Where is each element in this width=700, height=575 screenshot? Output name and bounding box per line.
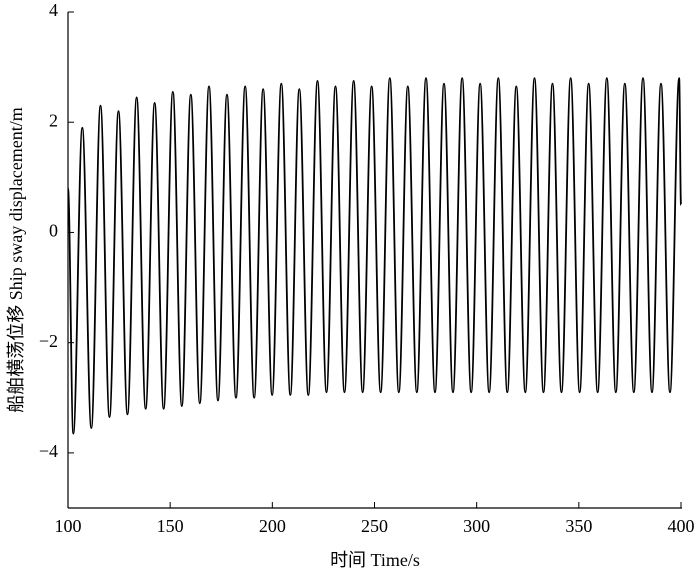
y-tick-label: −2 [39, 331, 58, 351]
x-tick-label: 150 [157, 516, 184, 536]
x-tick-label: 250 [361, 516, 388, 536]
x-tick-label: 200 [259, 516, 286, 536]
x-tick-label: 300 [463, 516, 490, 536]
y-tick-label: 4 [49, 0, 58, 20]
y-axis-label: 船舶横荡位移 Ship sway displacement/m [6, 107, 26, 412]
x-axis-label: 时间 Time/s [330, 550, 420, 570]
x-tick-label: 350 [565, 516, 592, 536]
y-tick-label: 0 [49, 221, 58, 241]
y-tick-label: 2 [49, 110, 58, 130]
data-line [67, 77, 682, 435]
x-tick-label: 400 [668, 516, 695, 536]
x-tick-label: 100 [55, 516, 82, 536]
y-tick-label: −4 [39, 441, 58, 461]
